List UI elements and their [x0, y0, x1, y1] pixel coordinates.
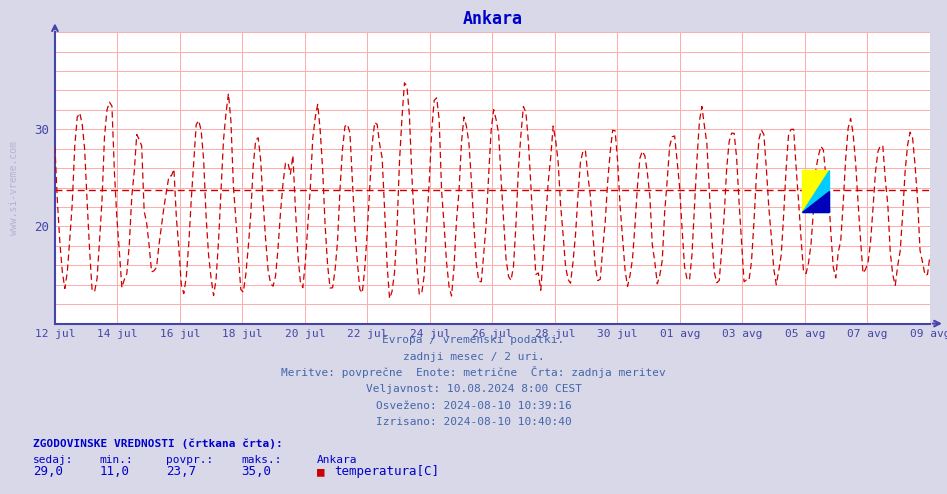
Text: zadnji mesec / 2 uri.: zadnji mesec / 2 uri. — [402, 352, 545, 362]
Text: Izrisano: 2024-08-10 10:40:40: Izrisano: 2024-08-10 10:40:40 — [376, 417, 571, 427]
Text: 11,0: 11,0 — [99, 465, 130, 478]
Text: sedaj:: sedaj: — [33, 455, 74, 465]
Text: maks.:: maks.: — [241, 455, 282, 465]
Text: 23,7: 23,7 — [166, 465, 196, 478]
Text: Veljavnost: 10.08.2024 8:00 CEST: Veljavnost: 10.08.2024 8:00 CEST — [366, 384, 581, 394]
Text: Meritve: povprečne  Enote: metrične  Črta: zadnja meritev: Meritve: povprečne Enote: metrične Črta:… — [281, 366, 666, 378]
Text: www.si-vreme.com: www.si-vreme.com — [9, 141, 20, 235]
Text: ■: ■ — [317, 465, 325, 478]
Text: ZGODOVINSKE VREDNOSTI (črtkana črta):: ZGODOVINSKE VREDNOSTI (črtkana črta): — [33, 439, 283, 449]
Text: Evropa / vremenski podatki.: Evropa / vremenski podatki. — [383, 335, 564, 345]
Text: min.:: min.: — [99, 455, 134, 465]
Text: 29,0: 29,0 — [33, 465, 63, 478]
Text: Osveženo: 2024-08-10 10:39:16: Osveženo: 2024-08-10 10:39:16 — [376, 401, 571, 411]
Title: Ankara: Ankara — [462, 10, 523, 28]
Text: Ankara: Ankara — [317, 455, 358, 465]
Text: temperatura[C]: temperatura[C] — [334, 465, 439, 478]
Text: povpr.:: povpr.: — [166, 455, 213, 465]
Text: 35,0: 35,0 — [241, 465, 272, 478]
